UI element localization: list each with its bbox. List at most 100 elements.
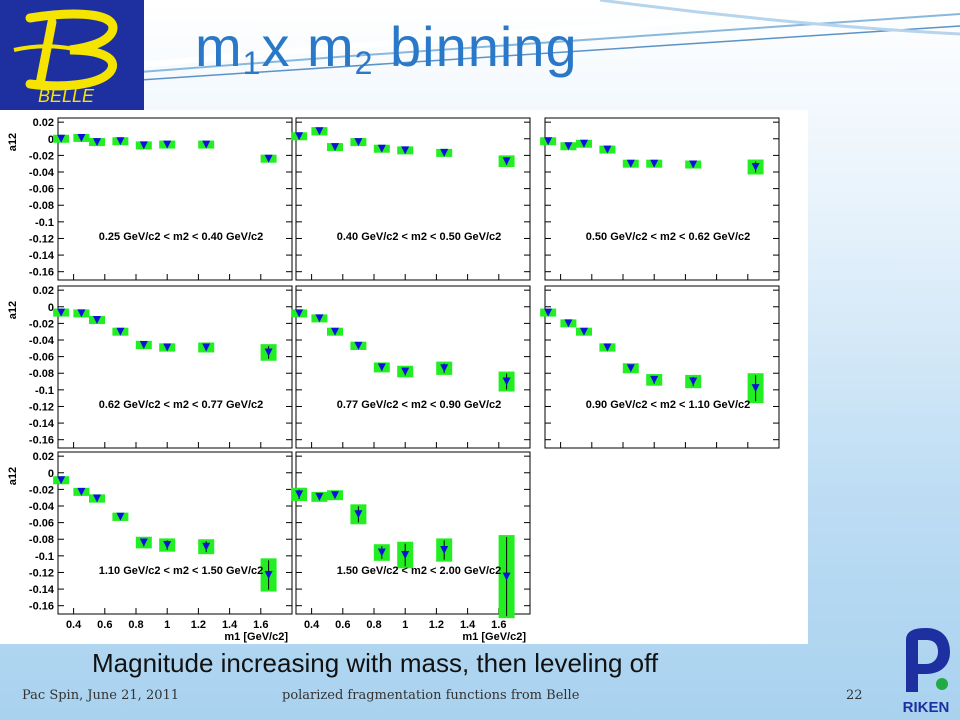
panel-frame <box>544 285 780 449</box>
data-point <box>331 327 339 336</box>
data-point <box>77 133 86 142</box>
data-point <box>93 316 101 325</box>
data-point <box>315 314 324 323</box>
y-tick-label: 0.02 <box>33 451 54 463</box>
y-tick-label: -0.08 <box>29 368 54 380</box>
title-mid: x m <box>261 15 355 78</box>
y-axis-label: a12 <box>7 467 19 485</box>
panel-label: 0.50 GeV/c2 < m2 < 0.62 GeV/c2 <box>586 231 751 243</box>
x-tick-label: 0.4 <box>66 619 82 631</box>
data-point <box>580 139 588 148</box>
panel-frame <box>295 117 531 281</box>
data-point <box>580 327 588 336</box>
y-tick-label: -0.02 <box>29 150 54 162</box>
belle-logo-text: BELLE <box>38 86 95 106</box>
x-tick-label: 0.4 <box>304 619 320 631</box>
x-tick-label: 0.6 <box>335 619 350 631</box>
data-point <box>564 319 573 328</box>
y-tick-label: -0.16 <box>29 267 54 279</box>
data-point <box>626 364 635 373</box>
y-tick-label: -0.14 <box>29 584 55 596</box>
x-tick-label: 1.2 <box>429 619 444 631</box>
x-tick-label: 0.8 <box>366 619 381 631</box>
data-point <box>650 159 659 168</box>
data-point <box>116 137 125 146</box>
data-point <box>401 367 410 376</box>
data-point <box>116 327 125 336</box>
data-point <box>440 364 449 373</box>
data-point <box>331 491 339 500</box>
data-point <box>315 127 324 136</box>
data-point <box>354 510 363 519</box>
data-point <box>401 146 410 155</box>
data-point <box>751 384 760 393</box>
y-tick-label: 0.02 <box>33 285 54 297</box>
panel-label: 1.50 GeV/c2 < m2 < 2.00 GeV/c2 <box>337 565 502 577</box>
data-point <box>440 148 449 157</box>
data-point <box>57 476 66 485</box>
y-tick-label: -0.1 <box>35 551 54 563</box>
data-point <box>502 157 511 166</box>
y-tick-label: -0.04 <box>29 167 55 179</box>
footer-page-number: 22 <box>846 688 863 703</box>
panel-label: 0.25 GeV/c2 < m2 < 0.40 GeV/c2 <box>99 231 264 243</box>
x-tick-label: 1 <box>164 619 170 631</box>
title-m1: m <box>195 15 243 78</box>
data-point <box>689 377 698 386</box>
y-tick-label: 0 <box>48 302 54 314</box>
data-point <box>264 570 273 579</box>
y-tick-label: -0.04 <box>29 335 55 347</box>
data-point <box>751 163 760 172</box>
y-tick-label: -0.14 <box>29 250 55 262</box>
data-point <box>264 348 273 357</box>
data-point <box>603 145 612 154</box>
y-tick-label: -0.16 <box>29 435 54 447</box>
title-end: binning <box>373 15 578 78</box>
x-tick-label: 1.4 <box>222 619 238 631</box>
x-tick-label: 1 <box>402 619 408 631</box>
binning-chart: 0.02 0 -0.02 -0.04 -0.06 -0.08 -0.1 -0.12 -0.14 -… <box>0 110 808 644</box>
riken-dot-icon <box>936 678 948 690</box>
data-point <box>139 538 148 547</box>
slide-caption: Magnitude increasing with mass, then lev… <box>92 648 659 678</box>
data-point <box>163 140 172 149</box>
y-tick-label: -0.02 <box>29 484 54 496</box>
y-tick-label: -0.04 <box>29 501 55 513</box>
data-point <box>377 144 386 153</box>
data-point <box>93 494 101 503</box>
data-point <box>315 492 324 501</box>
data-point <box>354 341 363 350</box>
data-point <box>295 490 304 499</box>
x-tick-label: 1.6 <box>253 619 268 631</box>
data-point <box>77 487 86 496</box>
x-tick-label: 0.6 <box>97 619 112 631</box>
data-point <box>564 142 573 151</box>
y-axis-label: a12 <box>7 133 19 151</box>
y-tick-label: -0.02 <box>29 318 54 330</box>
x-tick-label: 1.2 <box>191 619 206 631</box>
x-axis-label: m1 [GeV/c2] <box>224 631 288 643</box>
x-tick-label: 1.6 <box>491 619 506 631</box>
panel-frame <box>57 285 293 449</box>
data-point <box>650 375 659 384</box>
y-tick-label: -0.12 <box>29 233 54 245</box>
y-tick-label: 0.02 <box>33 117 54 129</box>
data-point <box>295 309 304 318</box>
slide-title: m1x m2 binning <box>195 14 578 81</box>
panel-label: 0.77 GeV/c2 < m2 < 0.90 GeV/c2 <box>337 399 502 411</box>
data-point <box>626 159 635 168</box>
riken-logo: RIKEN <box>903 628 950 716</box>
y-tick-label: -0.1 <box>35 217 54 229</box>
title-swoosh-decoration <box>139 0 960 81</box>
panel-frame <box>295 451 531 615</box>
data-point <box>202 343 211 352</box>
data-point <box>116 512 125 521</box>
data-point <box>295 132 304 141</box>
y-tick-label: 0 <box>48 468 54 480</box>
data-point <box>544 308 553 317</box>
data-point <box>163 343 172 352</box>
data-point <box>689 160 698 169</box>
data-point <box>502 377 511 386</box>
y-tick-label: -0.16 <box>29 601 54 613</box>
riken-logo-text: RIKEN <box>903 699 950 716</box>
